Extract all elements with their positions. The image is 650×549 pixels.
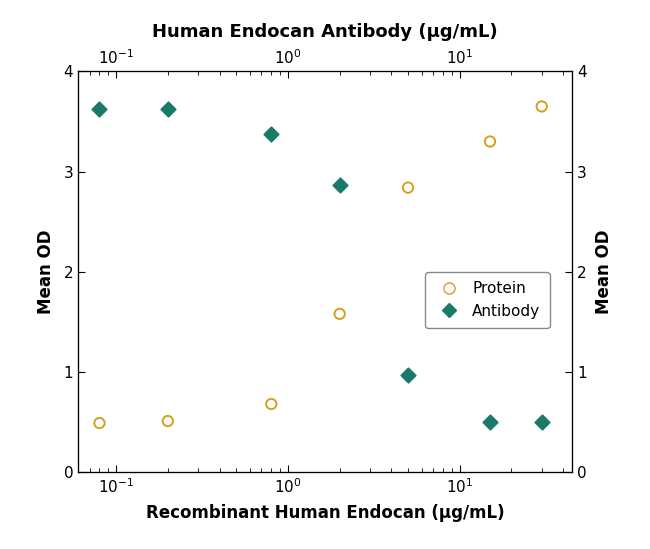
Point [162,417,173,425]
Point [162,105,173,114]
Point [536,418,547,427]
Point [94,105,105,114]
Point [536,102,547,111]
Y-axis label: Mean OD: Mean OD [37,229,55,314]
Point [485,418,495,427]
Point [485,137,495,146]
Point [335,310,345,318]
Point [403,371,413,379]
Point [335,180,345,189]
X-axis label: Recombinant Human Endocan (μg/mL): Recombinant Human Endocan (μg/mL) [146,504,504,522]
Legend: Protein, Antibody: Protein, Antibody [425,272,549,328]
Point [266,130,276,139]
Point [266,400,276,408]
X-axis label: Human Endocan Antibody (μg/mL): Human Endocan Antibody (μg/mL) [152,23,498,41]
Y-axis label: Mean OD: Mean OD [595,229,613,314]
Point [403,183,413,192]
Point [94,419,105,428]
